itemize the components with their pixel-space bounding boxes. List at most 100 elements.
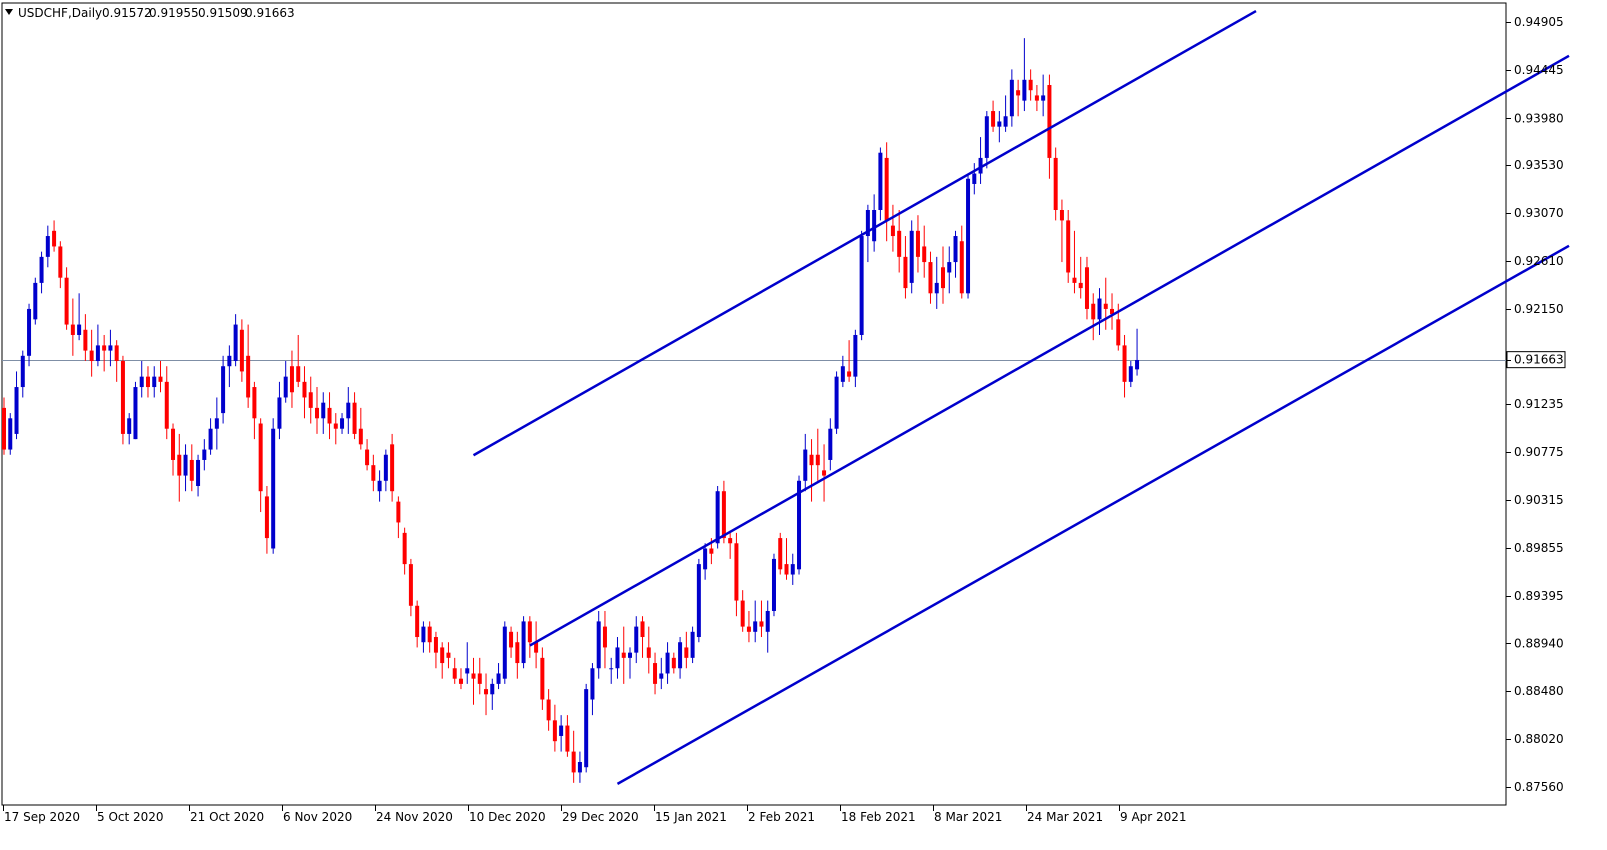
candle	[765, 600, 770, 653]
candle-body	[1059, 209, 1064, 221]
candle-body	[415, 605, 420, 638]
candle-body	[8, 418, 13, 450]
candle	[671, 652, 676, 674]
candle-body	[928, 262, 933, 294]
date-tick-label: 21 Oct 2020	[190, 810, 264, 824]
candle	[509, 626, 514, 658]
candle-body	[490, 683, 495, 695]
candle	[790, 553, 795, 585]
candle-body	[847, 371, 852, 377]
candle	[771, 553, 776, 617]
candle-body	[1053, 157, 1058, 210]
plot-border	[1, 2, 1507, 806]
candle	[1022, 38, 1027, 112]
candle-body	[959, 241, 964, 294]
price-tick-label: 0.87560	[1514, 780, 1564, 794]
candle	[834, 371, 839, 434]
candle	[1091, 293, 1096, 341]
candle	[559, 715, 564, 752]
candle	[534, 621, 539, 669]
candle-body	[390, 444, 395, 492]
ohlc-close: 0.91663	[245, 6, 295, 20]
price-tick-label: 0.88480	[1514, 684, 1564, 698]
candle	[740, 590, 745, 632]
candle	[271, 418, 276, 554]
candle-body	[590, 668, 595, 700]
candle-body	[327, 407, 332, 424]
candle	[621, 626, 626, 684]
candle	[477, 657, 482, 695]
candle	[352, 392, 357, 440]
candle	[289, 350, 294, 408]
candle-body	[133, 387, 138, 440]
candle-body	[145, 376, 150, 388]
candle	[690, 626, 695, 664]
candle-body	[903, 256, 908, 289]
candle	[252, 381, 257, 440]
candle	[890, 204, 895, 252]
candle	[1066, 209, 1071, 283]
candle-body	[1041, 95, 1046, 101]
candle-body	[108, 345, 113, 351]
candle	[327, 392, 332, 440]
candle-body	[20, 355, 25, 388]
candle-body	[653, 663, 658, 684]
candle	[909, 220, 914, 294]
date-tick-label: 15 Jan 2021	[655, 810, 727, 824]
candle-body	[941, 267, 945, 289]
candle-body	[58, 246, 63, 278]
candle-body	[521, 621, 526, 664]
candle-body	[246, 355, 251, 398]
candle-body	[264, 496, 269, 539]
candle	[152, 366, 157, 398]
candle	[433, 631, 438, 669]
candle	[346, 387, 351, 434]
candle	[922, 225, 927, 278]
candle-body	[884, 157, 889, 221]
candle	[52, 220, 57, 252]
candle-body	[934, 282, 939, 294]
candle	[308, 376, 313, 424]
candle-body	[784, 564, 789, 575]
candle	[1110, 293, 1115, 330]
candle-body	[1034, 95, 1039, 101]
candle	[415, 600, 420, 648]
candle	[1103, 277, 1108, 330]
candle	[358, 407, 363, 450]
candle	[884, 142, 889, 242]
candle-body	[452, 668, 457, 679]
candle	[953, 230, 958, 278]
candle-body	[859, 236, 864, 335]
candle-body	[221, 366, 226, 414]
candle	[465, 642, 470, 684]
candle-body	[596, 621, 601, 669]
candle	[158, 361, 163, 393]
candle	[283, 361, 288, 403]
candle	[333, 413, 338, 445]
price-tick-label: 0.89855	[1514, 541, 1564, 555]
trendline-middle	[529, 54, 1570, 647]
candle-body	[114, 345, 119, 362]
candle-body	[615, 647, 620, 669]
chart-menu-triangle-icon[interactable]	[5, 9, 13, 15]
candle	[646, 626, 651, 674]
date-tick-label: 29 Dec 2020	[562, 810, 639, 824]
candle	[527, 616, 532, 658]
candle	[377, 470, 382, 502]
candle-body	[70, 324, 75, 335]
candle-body	[358, 428, 363, 445]
candle-body	[1135, 359, 1140, 370]
candle-body	[177, 454, 182, 476]
ohlc-open: 0.91572	[102, 6, 152, 20]
candle-body	[534, 642, 539, 653]
candle-body	[1084, 267, 1089, 309]
candle-body	[127, 418, 132, 434]
candle-body	[690, 631, 695, 658]
candle-body	[277, 397, 282, 429]
candle	[502, 621, 507, 684]
date-tick-label: 6 Nov 2020	[283, 810, 352, 824]
candle-body	[289, 366, 294, 393]
candle-body	[77, 324, 82, 335]
candle-body	[790, 564, 795, 575]
